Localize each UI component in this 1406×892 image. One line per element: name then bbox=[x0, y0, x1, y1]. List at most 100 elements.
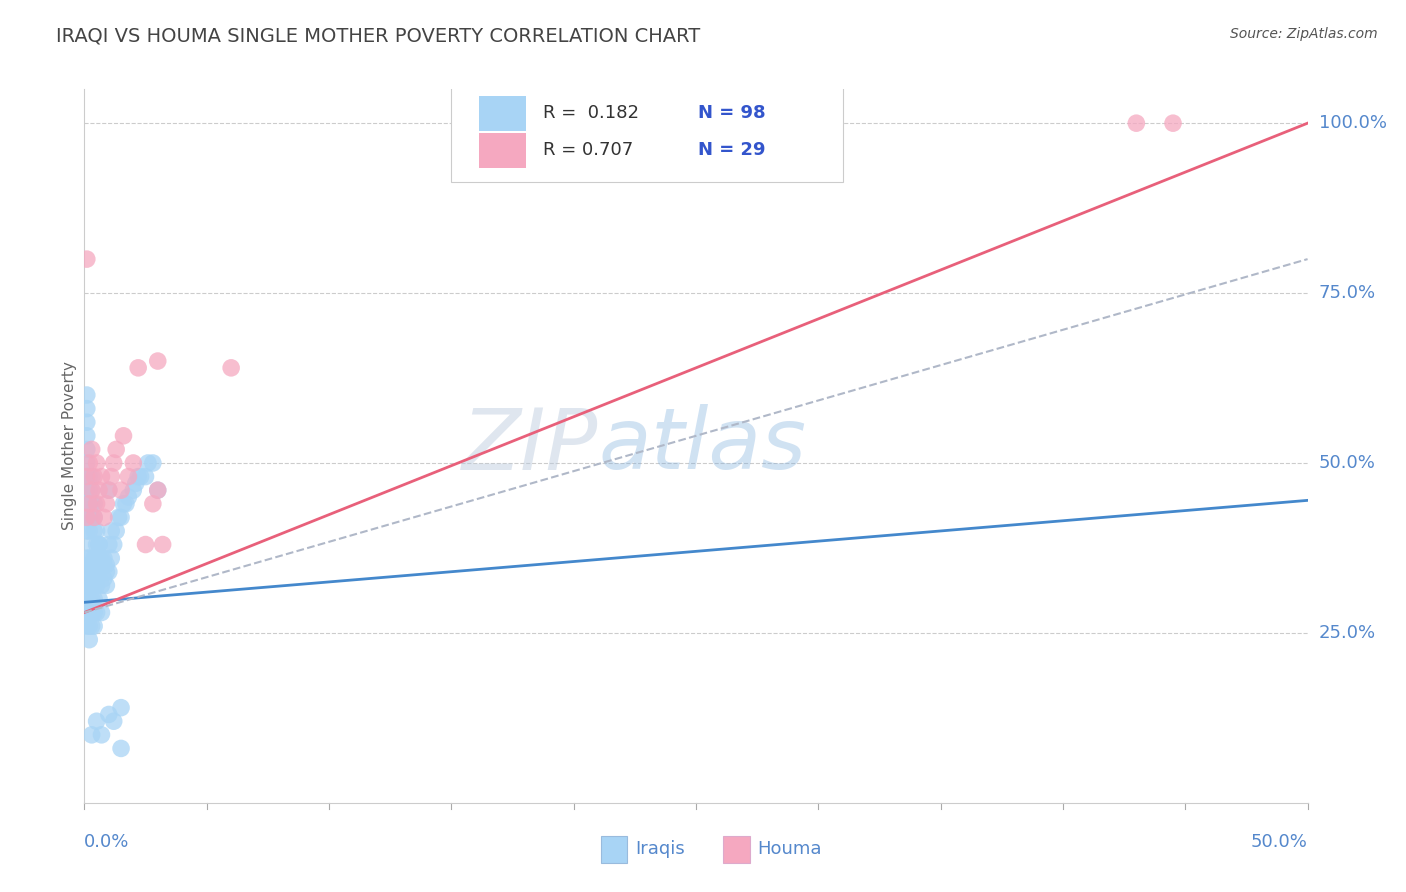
Point bbox=[80, 728, 103, 742]
Text: IRAQI VS HOUMA SINGLE MOTHER POVERTY CORRELATION CHART: IRAQI VS HOUMA SINGLE MOTHER POVERTY COR… bbox=[56, 27, 700, 45]
Point bbox=[77, 591, 100, 606]
FancyBboxPatch shape bbox=[723, 837, 749, 863]
Point bbox=[1161, 116, 1184, 130]
Point bbox=[112, 497, 135, 511]
Point bbox=[80, 469, 103, 483]
Point bbox=[76, 591, 98, 606]
Point bbox=[80, 619, 103, 633]
FancyBboxPatch shape bbox=[479, 96, 526, 130]
Point bbox=[76, 442, 98, 457]
Point bbox=[100, 469, 122, 483]
Point bbox=[83, 469, 105, 483]
Point bbox=[76, 606, 98, 620]
Text: ZIP: ZIP bbox=[461, 404, 598, 488]
Point bbox=[80, 578, 103, 592]
FancyBboxPatch shape bbox=[451, 82, 842, 182]
FancyBboxPatch shape bbox=[600, 837, 627, 863]
Point bbox=[86, 606, 108, 620]
Point bbox=[86, 551, 108, 566]
Point bbox=[80, 558, 103, 572]
Point bbox=[83, 497, 105, 511]
Point bbox=[86, 456, 108, 470]
Text: N = 98: N = 98 bbox=[699, 103, 766, 121]
Point bbox=[87, 537, 110, 551]
Point bbox=[83, 565, 105, 579]
Point bbox=[122, 483, 145, 498]
Point bbox=[96, 497, 118, 511]
Point bbox=[76, 252, 98, 266]
Point bbox=[77, 456, 100, 470]
Point bbox=[76, 578, 98, 592]
Point bbox=[87, 537, 110, 551]
Point bbox=[77, 483, 100, 498]
Point bbox=[93, 572, 115, 586]
Y-axis label: Single Mother Poverty: Single Mother Poverty bbox=[62, 361, 77, 531]
Point bbox=[87, 483, 110, 498]
Point bbox=[90, 728, 112, 742]
Text: 100.0%: 100.0% bbox=[1319, 114, 1386, 132]
Point bbox=[136, 456, 159, 470]
Point bbox=[83, 578, 105, 592]
Point bbox=[97, 565, 120, 579]
Point bbox=[90, 578, 112, 592]
Text: R = 0.707: R = 0.707 bbox=[543, 141, 633, 159]
Point bbox=[107, 510, 129, 524]
Point bbox=[100, 551, 122, 566]
Point bbox=[77, 469, 100, 483]
Point bbox=[83, 551, 105, 566]
Point bbox=[80, 537, 103, 551]
Text: N = 29: N = 29 bbox=[699, 141, 766, 159]
Point bbox=[110, 510, 132, 524]
Point bbox=[97, 537, 120, 551]
Point bbox=[110, 741, 132, 756]
Point bbox=[127, 360, 149, 375]
Point bbox=[80, 606, 103, 620]
Point bbox=[146, 483, 169, 498]
Point bbox=[77, 632, 100, 647]
Point bbox=[76, 565, 98, 579]
Text: 75.0%: 75.0% bbox=[1319, 284, 1376, 302]
Point bbox=[86, 497, 108, 511]
Point bbox=[112, 429, 135, 443]
Text: R =  0.182: R = 0.182 bbox=[543, 103, 640, 121]
Point bbox=[87, 551, 110, 566]
Text: 25.0%: 25.0% bbox=[1319, 624, 1376, 642]
Point bbox=[83, 619, 105, 633]
Point bbox=[83, 591, 105, 606]
Point bbox=[77, 619, 100, 633]
Point bbox=[105, 524, 128, 538]
FancyBboxPatch shape bbox=[479, 134, 526, 168]
Point bbox=[129, 469, 152, 483]
Point bbox=[77, 497, 100, 511]
Point bbox=[87, 565, 110, 579]
Text: Houma: Houma bbox=[758, 840, 821, 858]
Point bbox=[97, 483, 120, 498]
Point bbox=[135, 537, 157, 551]
Point bbox=[80, 483, 103, 498]
Point bbox=[152, 537, 174, 551]
Point bbox=[90, 558, 112, 572]
Point bbox=[146, 483, 169, 498]
Point bbox=[93, 558, 115, 572]
Point bbox=[105, 442, 128, 457]
Point bbox=[142, 456, 165, 470]
Point bbox=[87, 591, 110, 606]
Point bbox=[86, 565, 108, 579]
Point bbox=[77, 578, 100, 592]
Text: 50.0%: 50.0% bbox=[1319, 454, 1375, 472]
Point bbox=[127, 469, 149, 483]
Point bbox=[103, 537, 125, 551]
Point bbox=[90, 551, 112, 566]
Text: atlas: atlas bbox=[598, 404, 806, 488]
Point bbox=[110, 483, 132, 498]
Text: Source: ZipAtlas.com: Source: ZipAtlas.com bbox=[1230, 27, 1378, 41]
Point bbox=[76, 401, 98, 416]
Point bbox=[80, 497, 103, 511]
Point bbox=[77, 510, 100, 524]
Point bbox=[80, 483, 103, 498]
Point bbox=[90, 606, 112, 620]
Point bbox=[86, 714, 108, 729]
Point bbox=[80, 442, 103, 457]
Point bbox=[77, 497, 100, 511]
Point bbox=[117, 469, 139, 483]
